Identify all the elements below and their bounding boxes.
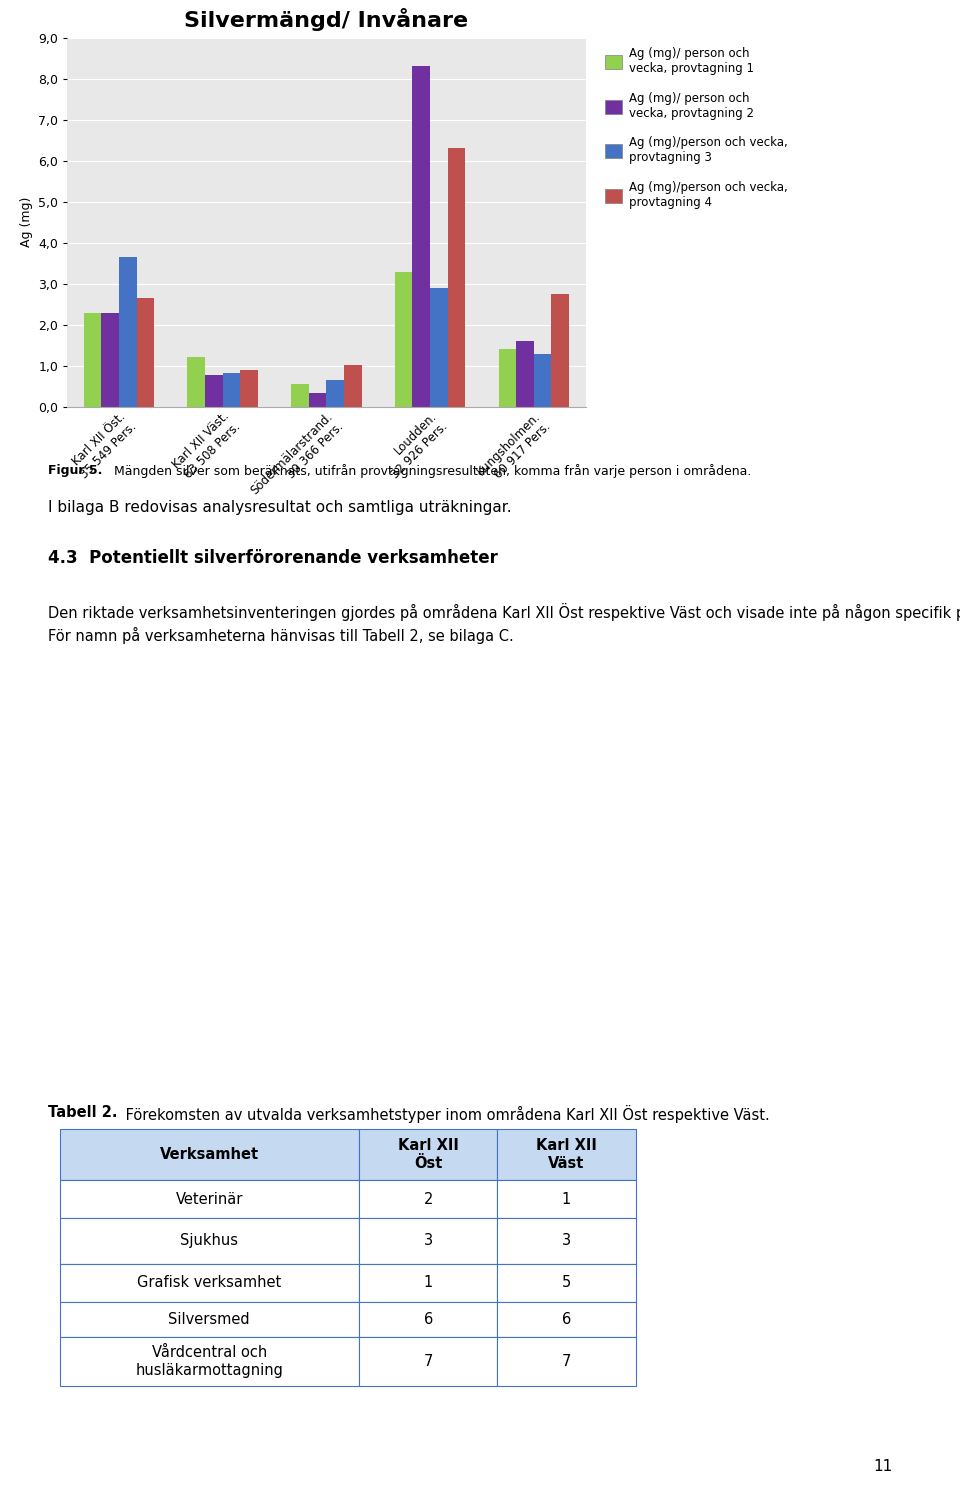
Bar (447, 148, 466, 407)
Bar (309, 392, 326, 407)
Bar (516, 341, 534, 407)
Text: 11: 11 (874, 1459, 893, 1474)
Bar (187, 357, 205, 407)
Text: Den riktade verksamhetsinventeringen gjordes på områdena Karl XII Öst respektive: Den riktade verksamhetsinventeringen gjo… (48, 603, 960, 643)
Text: 4.3  Potentiellt silverförorenande verksamheter: 4.3 Potentiellt silverförorenande verksa… (48, 549, 498, 567)
Bar (223, 374, 240, 407)
Bar (119, 258, 136, 407)
Bar (344, 365, 362, 407)
Bar (430, 288, 447, 407)
Bar (395, 271, 413, 407)
Y-axis label: Ag (mg): Ag (mg) (19, 197, 33, 247)
Text: Tabell 2.: Tabell 2. (48, 1105, 117, 1120)
Bar (551, 294, 569, 407)
Bar (498, 350, 516, 407)
Bar (240, 371, 258, 407)
Bar (534, 354, 551, 407)
Bar (102, 313, 119, 407)
Title: Silvermängd/ Invånare: Silvermängd/ Invånare (184, 8, 468, 30)
Bar (136, 298, 155, 407)
Text: Mängden silver som beräknats, utifrån provtagningsresultaten, komma från varje p: Mängden silver som beräknats, utifrån pr… (110, 464, 752, 478)
Text: I bilaga B redovisas analysresultat och samtliga uträkningar.: I bilaga B redovisas analysresultat och … (48, 500, 512, 515)
Text: Figur 5.: Figur 5. (48, 464, 103, 478)
Legend: Ag (mg)/ person och
vecka, provtagning 1, Ag (mg)/ person och
vecka, provtagning: Ag (mg)/ person och vecka, provtagning 1… (601, 44, 792, 212)
Bar (291, 384, 309, 407)
Bar (326, 380, 344, 407)
Text: Förekomsten av utvalda verksamhetstyper inom områdena Karl XII Öst respektive Vä: Förekomsten av utvalda verksamhetstyper … (121, 1105, 770, 1123)
Bar (205, 375, 223, 407)
Bar (84, 313, 102, 407)
Bar (413, 66, 430, 407)
